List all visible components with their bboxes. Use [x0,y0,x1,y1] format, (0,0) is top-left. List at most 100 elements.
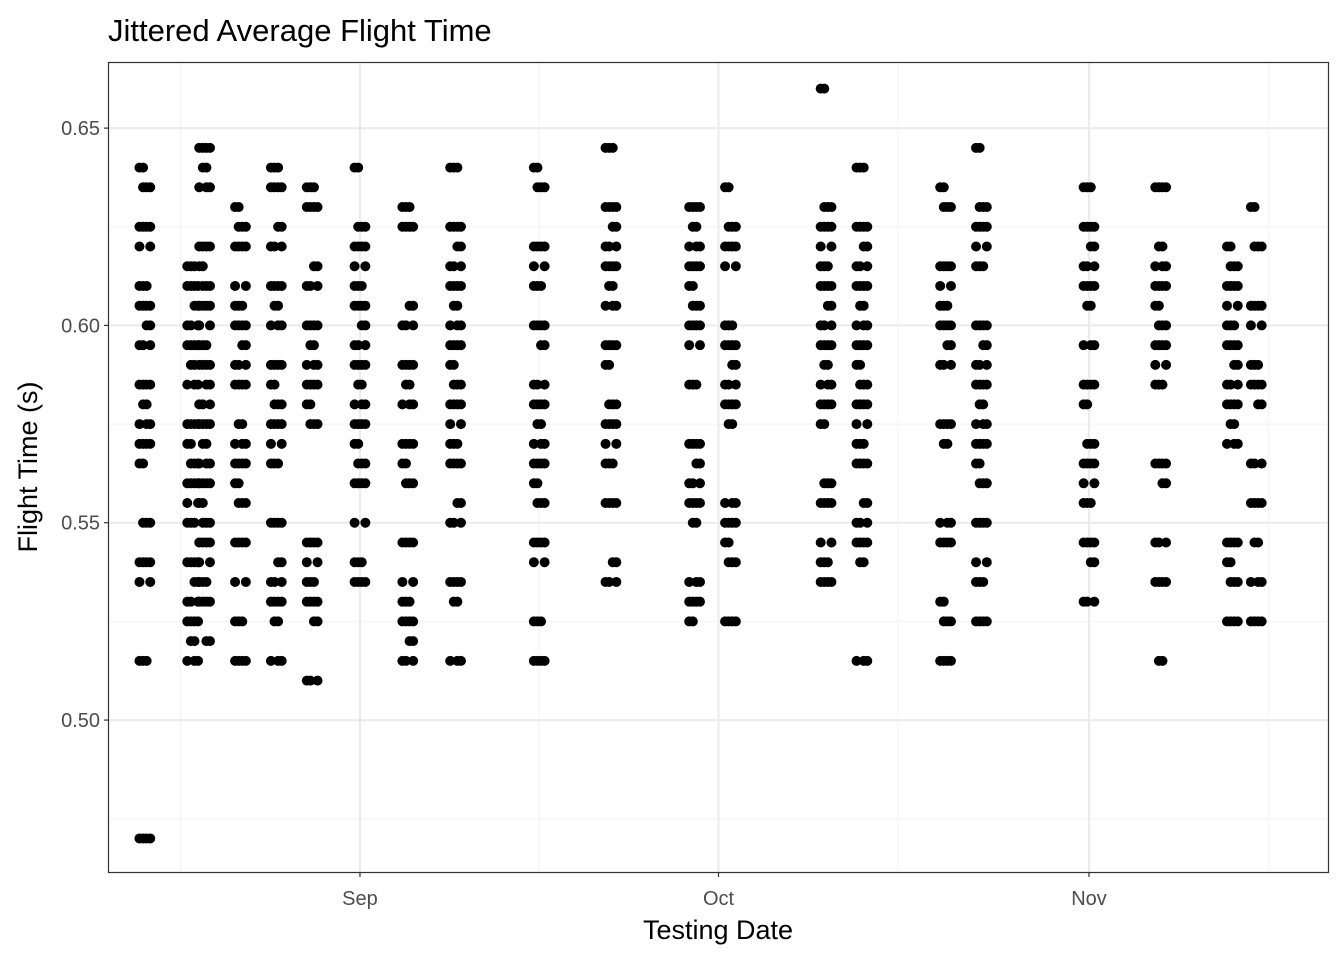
data-point [945,359,956,370]
data-point [981,616,992,627]
data-point [604,419,615,430]
data-point [694,300,705,311]
data-point [276,280,287,291]
data-point [182,557,193,568]
data-point [607,458,618,469]
data-point [233,202,244,213]
data-point [1082,458,1093,469]
data-point [1232,616,1243,627]
data-point [276,221,287,232]
data-point [600,300,611,311]
data-point [1157,241,1168,252]
data-point [528,438,539,449]
data-point [935,320,946,331]
data-point [815,379,826,390]
data-point [1229,320,1240,331]
data-point [1161,576,1172,587]
data-point [353,478,364,489]
data-point [265,517,276,528]
data-point [1232,359,1243,370]
data-point [360,359,371,370]
data-point [240,498,251,509]
data-point [858,162,869,173]
data-point [687,280,698,291]
data-point [134,576,145,587]
data-point [826,576,837,587]
data-point [819,221,830,232]
data-point [687,478,698,489]
data-point [356,557,367,568]
data-point [349,399,360,410]
data-point [822,261,833,272]
data-point [349,300,360,311]
data-point [974,221,985,232]
data-point [1150,261,1161,272]
data-point [360,576,371,587]
data-point [826,478,837,489]
data-point [308,182,319,193]
data-point [194,359,205,370]
data-point [727,320,738,331]
data-point [233,241,244,252]
data-point [684,576,695,587]
data-point [981,221,992,232]
data-point [862,221,873,232]
data-point [1089,241,1100,252]
data-point [408,320,419,331]
data-point [305,399,316,410]
data-point [138,340,149,351]
data-point [1245,320,1256,331]
data-point [276,182,287,193]
data-point [301,596,312,607]
data-point [308,379,319,390]
data-point [826,280,837,291]
data-point [694,478,705,489]
data-point [397,399,408,410]
data-point [1085,182,1096,193]
data-point [204,517,215,528]
x-tick-label: Nov [1071,888,1107,910]
data-point [826,241,837,252]
data-point [276,517,287,528]
data-point [971,419,982,430]
data-point [971,616,982,627]
data-point [145,221,156,232]
data-point [539,438,550,449]
data-point [204,399,215,410]
data-point [978,261,989,272]
data-point [694,438,705,449]
data-point [862,280,873,291]
data-point [185,320,196,331]
data-point [730,261,741,272]
data-point [1161,359,1172,370]
data-point [815,280,826,291]
data-point [201,576,212,587]
data-point [201,162,212,173]
data-point [945,320,956,331]
data-point [730,498,741,509]
data-point [1253,616,1264,627]
data-point [981,419,992,430]
data-point [720,340,731,351]
data-point [1153,537,1164,548]
data-point [448,399,459,410]
data-point [978,438,989,449]
data-point [1232,399,1243,410]
major-gridlines [109,63,1328,872]
data-point [455,261,466,272]
data-point [1245,576,1256,587]
data-point [604,359,615,370]
data-point [204,557,215,568]
data-point [1085,379,1096,390]
data-point [974,142,985,153]
data-point [273,359,284,370]
data-point [1089,340,1100,351]
data-point [981,379,992,390]
data-point [237,419,248,430]
data-point [1161,458,1172,469]
data-point [1222,340,1233,351]
data-point [691,261,702,272]
y-tick-label: 0.50 [61,710,100,732]
data-point [862,419,873,430]
data-point [360,340,371,351]
